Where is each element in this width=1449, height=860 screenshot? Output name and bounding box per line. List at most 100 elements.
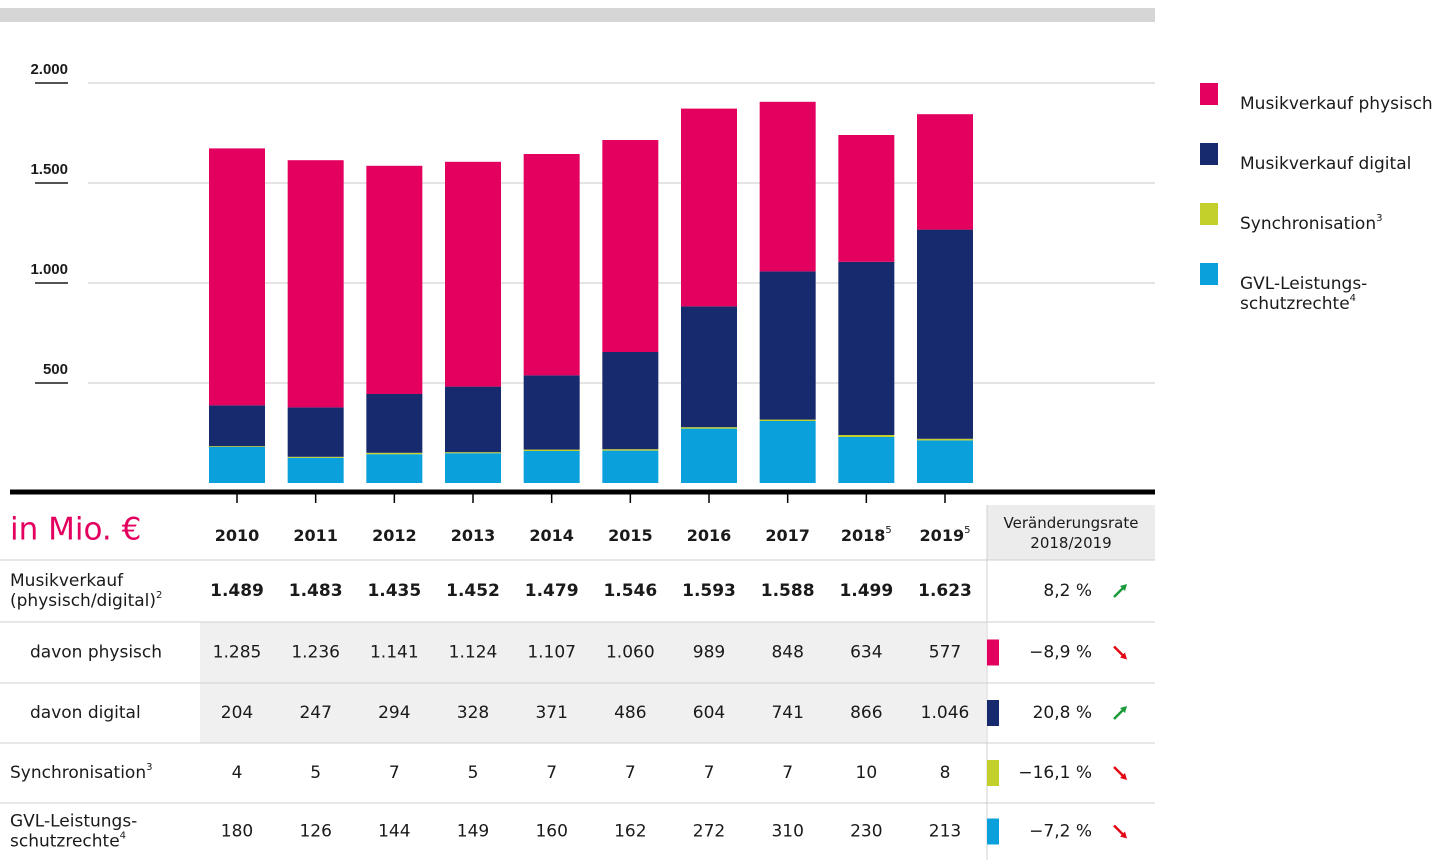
table-cell: 294 — [378, 703, 410, 723]
row-label-text: davon digital — [30, 703, 141, 723]
table-cell: 604 — [693, 703, 725, 723]
row-label: (physisch/digital)2 — [10, 590, 162, 611]
table-cell: 1.489 — [210, 581, 264, 601]
legend-swatch — [1200, 143, 1218, 165]
footnote-mark: 3 — [1376, 213, 1382, 224]
row-label: Synchronisation3 — [10, 762, 152, 783]
year: 2012 — [372, 526, 417, 545]
bar-segment — [602, 352, 659, 450]
bar-segment — [523, 375, 580, 450]
row-label-text: GVL-Leistungs- — [10, 812, 137, 832]
row-label: davon digital — [30, 703, 141, 723]
footnote-mark: 4 — [120, 831, 126, 842]
table-cell: 577 — [929, 643, 961, 663]
row-label-text: (physisch/digital) — [10, 591, 156, 611]
year: 2010 — [215, 526, 260, 545]
trend-arrow-head — [1120, 831, 1127, 839]
row-label-text: Synchronisation — [10, 763, 146, 783]
table-cell: 1.479 — [525, 581, 579, 601]
change-header-bg — [987, 505, 1155, 560]
y-tick-label: 2.000 — [30, 61, 68, 78]
x-tick-label: 2017 — [765, 526, 810, 545]
table-cell: 10 — [856, 763, 878, 783]
x-tick-label: 2012 — [372, 526, 417, 545]
table-cell: 741 — [771, 703, 803, 723]
bar-segment — [838, 435, 895, 437]
change-header: Veränderungsrate — [1004, 514, 1139, 532]
bar-segment — [838, 437, 895, 483]
legend-label: Musikverkauf digital — [1240, 154, 1411, 174]
table-cell: 1.435 — [367, 581, 421, 601]
bar-segment — [602, 450, 659, 483]
table-cell: 989 — [693, 643, 725, 663]
legend-label-text: Musikverkauf digital — [1240, 154, 1411, 174]
bar-segment — [366, 452, 423, 455]
table-cell: 848 — [771, 643, 803, 663]
row-label: davon physisch — [30, 643, 162, 663]
table-cell: 7 — [782, 763, 793, 783]
row-swatch — [987, 818, 999, 845]
change-header: 2018/2019 — [1030, 534, 1111, 552]
bar-segment — [681, 108, 737, 307]
change-value: 20,8 % — [1033, 703, 1092, 723]
x-tick-label: 2013 — [451, 526, 496, 545]
trend-arrow-head — [1120, 652, 1127, 660]
table-cell: 1.124 — [449, 643, 498, 663]
bar-segment — [838, 135, 895, 262]
bar-segment — [445, 452, 501, 454]
bar-segment — [366, 165, 423, 394]
x-tick-label: 2015 — [608, 526, 653, 545]
table-cell: 5 — [468, 763, 479, 783]
bar-segment — [209, 405, 265, 447]
table-cell: 1.499 — [839, 581, 893, 601]
legend-label-text: Musikverkauf physisch — [1240, 94, 1433, 114]
bar-segment — [917, 229, 973, 439]
bar-segment — [602, 140, 659, 352]
bar-segment — [366, 454, 423, 483]
year: 2018 — [841, 526, 886, 545]
table-cell: 213 — [929, 822, 961, 842]
row-swatch — [987, 700, 999, 726]
table-cell: 1.141 — [370, 643, 419, 663]
table-cell: 1.060 — [606, 643, 655, 663]
table-cell: 4 — [232, 763, 243, 783]
table-cell: 1.546 — [603, 581, 657, 601]
table-cell: 1.285 — [213, 643, 262, 663]
change-value: −8,9 % — [1029, 643, 1092, 663]
x-tick-label: 20185 — [841, 525, 892, 545]
year: 2019 — [920, 526, 965, 545]
legend-label: Synchronisation3 — [1240, 213, 1382, 234]
bar-segment — [523, 451, 580, 483]
trend-arrow-head — [1120, 773, 1127, 780]
bar-segment — [445, 386, 501, 453]
footnote-mark: 5 — [964, 525, 970, 536]
year: 2011 — [293, 526, 338, 545]
table-cell: 1.236 — [291, 643, 340, 663]
y-tick-label: 1.500 — [30, 161, 68, 178]
row-label: GVL-Leistungs- — [10, 812, 137, 832]
legend-swatch — [1200, 263, 1218, 285]
y-tick-label: 500 — [43, 361, 68, 378]
x-tick-label: 2016 — [687, 526, 732, 545]
bar-segment — [759, 271, 816, 420]
bar-segment — [209, 447, 265, 483]
table-cell: 328 — [457, 703, 489, 723]
change-header-text: Veränderungsrate — [1004, 514, 1139, 532]
bar-segment — [209, 148, 265, 406]
bar-segment — [523, 154, 580, 376]
year: 2017 — [765, 526, 810, 545]
table-cell: 1.593 — [682, 581, 736, 601]
x-tick-label: 2011 — [293, 526, 338, 545]
row-swatch — [987, 639, 999, 666]
bar-segment — [681, 427, 737, 429]
table-cell: 1.046 — [921, 703, 970, 723]
table-cell: 162 — [614, 822, 646, 842]
legend-swatch — [1200, 83, 1218, 105]
table-cell: 5 — [310, 763, 321, 783]
x-tick-label: 2014 — [529, 526, 574, 545]
legend-label-text: Synchronisation — [1240, 214, 1376, 234]
legend-label-text: GVL-Leistungs- — [1240, 274, 1367, 294]
year: 2014 — [529, 526, 574, 545]
table-cell: 126 — [299, 822, 331, 842]
